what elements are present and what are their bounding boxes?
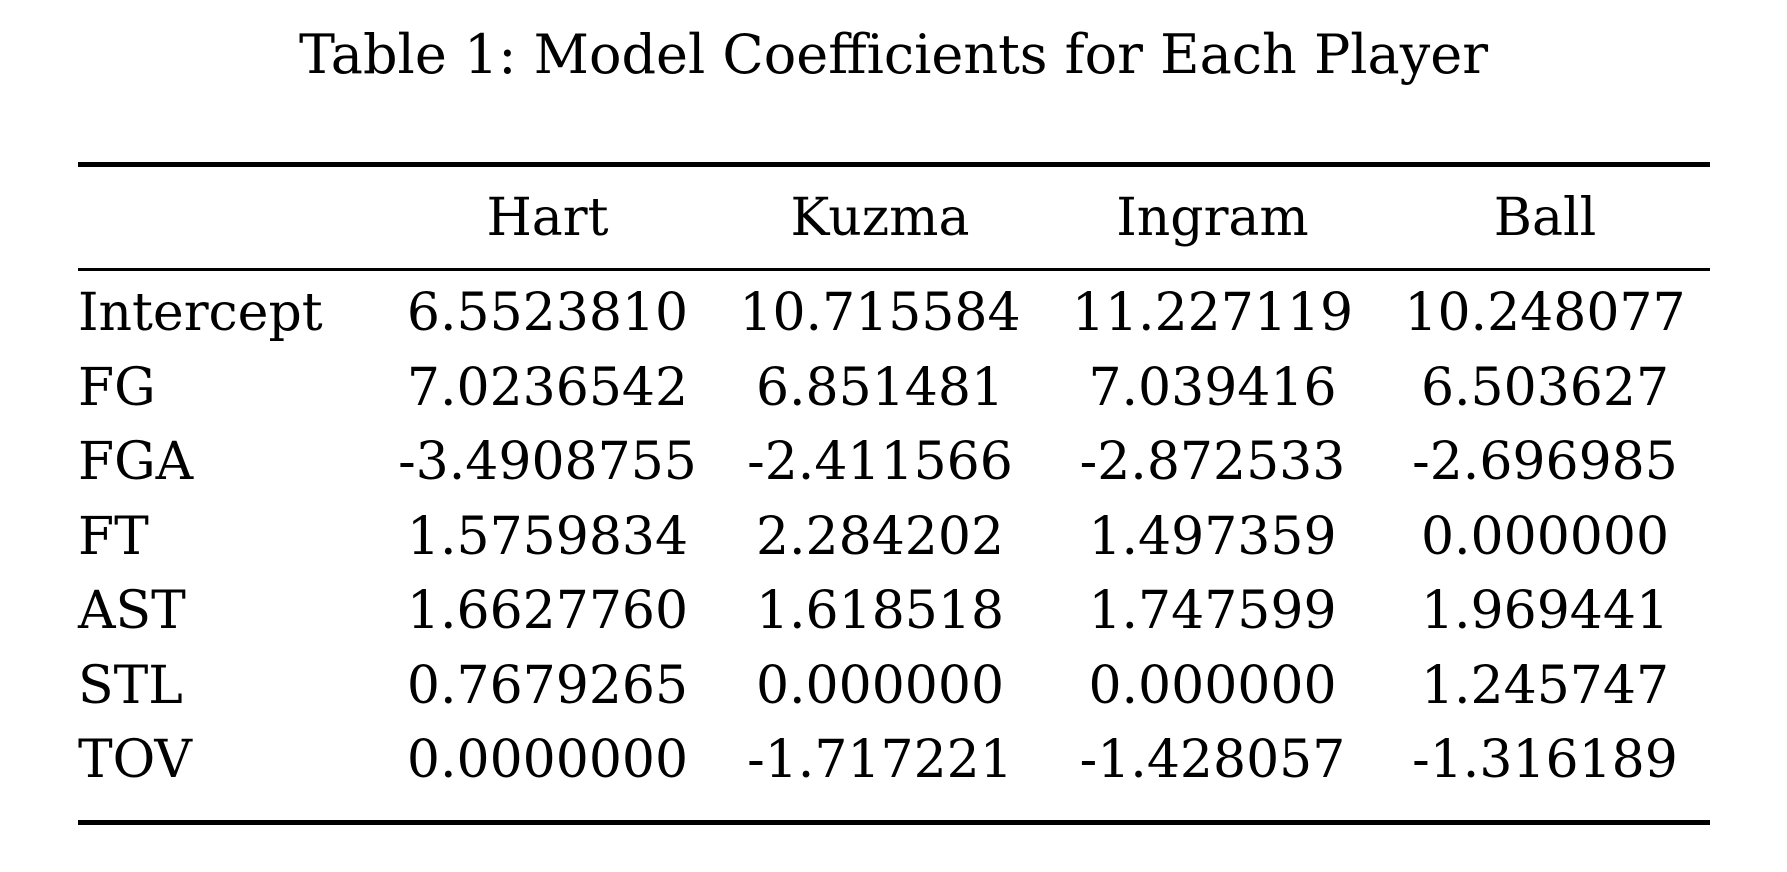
table-body: Intercept 6.5523810 10.715584 11.227119 …: [78, 276, 1710, 798]
row-label: STL: [78, 655, 183, 716]
column-header-hart: Hart: [486, 188, 609, 248]
table-cell: 1.5759834: [406, 506, 689, 567]
table-cell: 1.969441: [1420, 581, 1670, 642]
table-cell: 6.503627: [1420, 357, 1670, 418]
row-label: FT: [78, 506, 149, 567]
table-cell: -1.717221: [747, 730, 1013, 791]
table-cell: 0.000000: [1088, 655, 1337, 716]
table-bottom-rule: [78, 820, 1710, 825]
table-header: Hart Kuzma Ingram Ball: [78, 167, 1710, 269]
table-cell: 10.248077: [1404, 283, 1686, 344]
header-row: Hart Kuzma Ingram Ball: [78, 167, 1710, 269]
table-cell: 1.245747: [1420, 655, 1670, 716]
table-cell: 0.7679265: [406, 655, 689, 716]
table-row: FGA -3.4908755 -2.411566 -2.872533 -2.69…: [78, 425, 1710, 500]
table-cell: 7.039416: [1088, 357, 1337, 418]
table-cell: 1.6627760: [406, 581, 689, 642]
column-header-kuzma: Kuzma: [790, 188, 970, 248]
row-label: TOV: [78, 730, 192, 791]
table-row: FG 7.0236542 6.851481 7.039416 6.503627: [78, 351, 1710, 426]
table-cell: 6.5523810: [406, 283, 689, 344]
column-header-empty: [78, 167, 380, 269]
table-cell: 2.284202: [755, 506, 1005, 567]
table-row: FT 1.5759834 2.284202 1.497359 0.000000: [78, 500, 1710, 575]
table-cell: -1.428057: [1079, 730, 1346, 791]
table-cell: 0.000000: [755, 655, 1005, 716]
table-cell: -2.872533: [1079, 432, 1346, 493]
table-cell: 7.0236542: [406, 357, 689, 418]
column-header-ball: Ball: [1493, 188, 1597, 248]
table-mid-rule: [78, 268, 1710, 271]
table-cell: 10.715584: [739, 283, 1021, 344]
table-cell: 1.618518: [755, 581, 1005, 642]
table-cell: 0.0000000: [406, 730, 689, 791]
column-header-ingram: Ingram: [1116, 188, 1309, 248]
table-cell: 11.227119: [1071, 283, 1354, 344]
table-row: Intercept 6.5523810 10.715584 11.227119 …: [78, 276, 1710, 351]
table-caption: Table 1: Model Coefficients for Each Pla…: [298, 23, 1489, 86]
table-cell: 0.000000: [1420, 506, 1670, 567]
table-row: AST 1.6627760 1.618518 1.747599 1.969441: [78, 574, 1710, 649]
table-cell: -2.411566: [747, 432, 1013, 493]
table-row: TOV 0.0000000 -1.717221 -1.428057 -1.316…: [78, 723, 1710, 798]
table-cell: 1.497359: [1088, 506, 1337, 567]
row-label: FGA: [78, 432, 194, 493]
table-cell: 1.747599: [1088, 581, 1337, 642]
row-label: Intercept: [78, 283, 323, 344]
table-cell: -1.316189: [1412, 730, 1678, 791]
table-cell: -2.696985: [1412, 432, 1678, 493]
row-label: AST: [78, 581, 186, 642]
table-row: STL 0.7679265 0.000000 0.000000 1.245747: [78, 649, 1710, 724]
table-cell: -3.4908755: [398, 432, 697, 493]
row-label: FG: [78, 357, 156, 418]
table-top-rule: [78, 162, 1710, 167]
table-cell: 6.851481: [755, 357, 1005, 418]
